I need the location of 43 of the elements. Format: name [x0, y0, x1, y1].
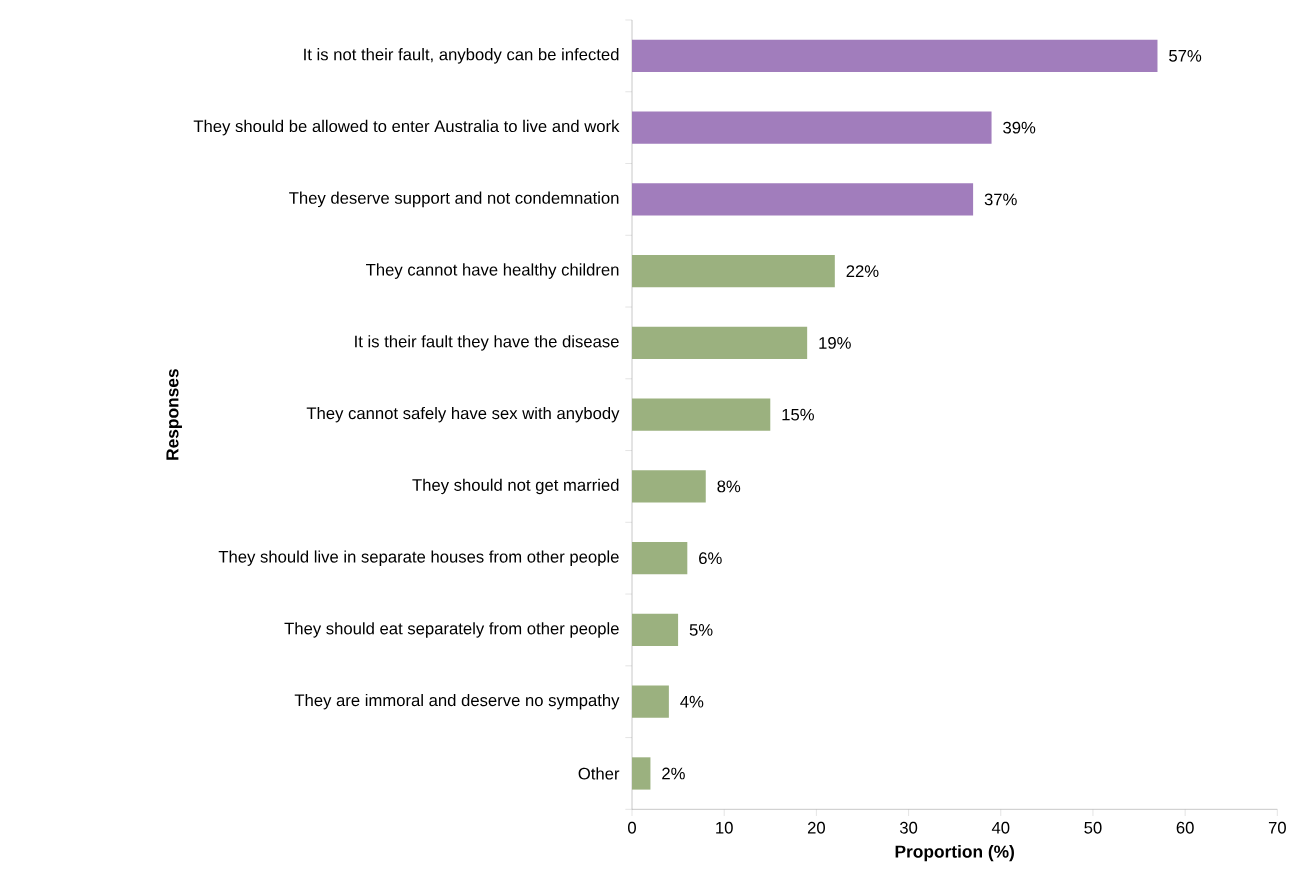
y-tick-label: They are immoral and deserve no sympathy	[294, 694, 620, 710]
data-label: 39%	[1003, 121, 1036, 134]
bar	[632, 39, 1158, 73]
x-tick-label: 50	[1084, 822, 1102, 834]
y-tick-label: It is their fault they have the disease	[355, 335, 619, 351]
x-tick-label: 0	[628, 822, 636, 834]
y-tick-label: They deserve support and not condemnation	[289, 191, 619, 208]
data-label: 57%	[1169, 50, 1202, 62]
bar	[632, 398, 771, 431]
bar	[632, 111, 992, 144]
bar	[632, 685, 669, 719]
y-tick-label: It is not their fault, anybody can be infected	[304, 48, 619, 64]
bar	[632, 542, 688, 575]
x-axis-title: Proportion (%)	[895, 845, 1014, 862]
data-label: 5%	[689, 624, 713, 636]
y-tick-label: They should be allowed to enter Australia to live and work	[193, 120, 620, 136]
x-tick-label: 60	[1176, 822, 1194, 834]
y-tick-label: They should live in separate houses from other people	[218, 550, 619, 567]
x-tick-label: 30	[899, 822, 918, 834]
x-tick-label: 20	[807, 822, 825, 834]
data-label: 2%	[662, 767, 685, 780]
bar	[632, 470, 706, 503]
y-axis-title: Responses	[166, 369, 182, 460]
data-label: 19%	[819, 337, 851, 349]
bar	[632, 183, 974, 216]
data-label: 6%	[699, 552, 722, 565]
x-tick-label: 40	[991, 822, 1010, 834]
y-tick-label: Other	[578, 767, 620, 780]
y-tick-label: They should not get married	[412, 478, 619, 495]
x-tick-label: 70	[1268, 822, 1286, 834]
bar	[632, 255, 835, 288]
bar	[632, 326, 808, 360]
bar	[632, 613, 679, 647]
y-tick-label: They should eat separately from other people	[284, 622, 619, 638]
data-label: 37%	[984, 193, 1017, 206]
y-tick-label: They cannot have healthy children	[366, 263, 619, 280]
data-label: 4%	[680, 696, 704, 708]
data-label: 22%	[846, 265, 879, 278]
y-tick-label: They cannot safely have sex with anybody	[306, 407, 620, 423]
x-tick-label: 10	[716, 822, 733, 834]
data-label: 15%	[782, 408, 814, 421]
data-label: 8%	[717, 480, 741, 493]
bar	[632, 757, 651, 790]
